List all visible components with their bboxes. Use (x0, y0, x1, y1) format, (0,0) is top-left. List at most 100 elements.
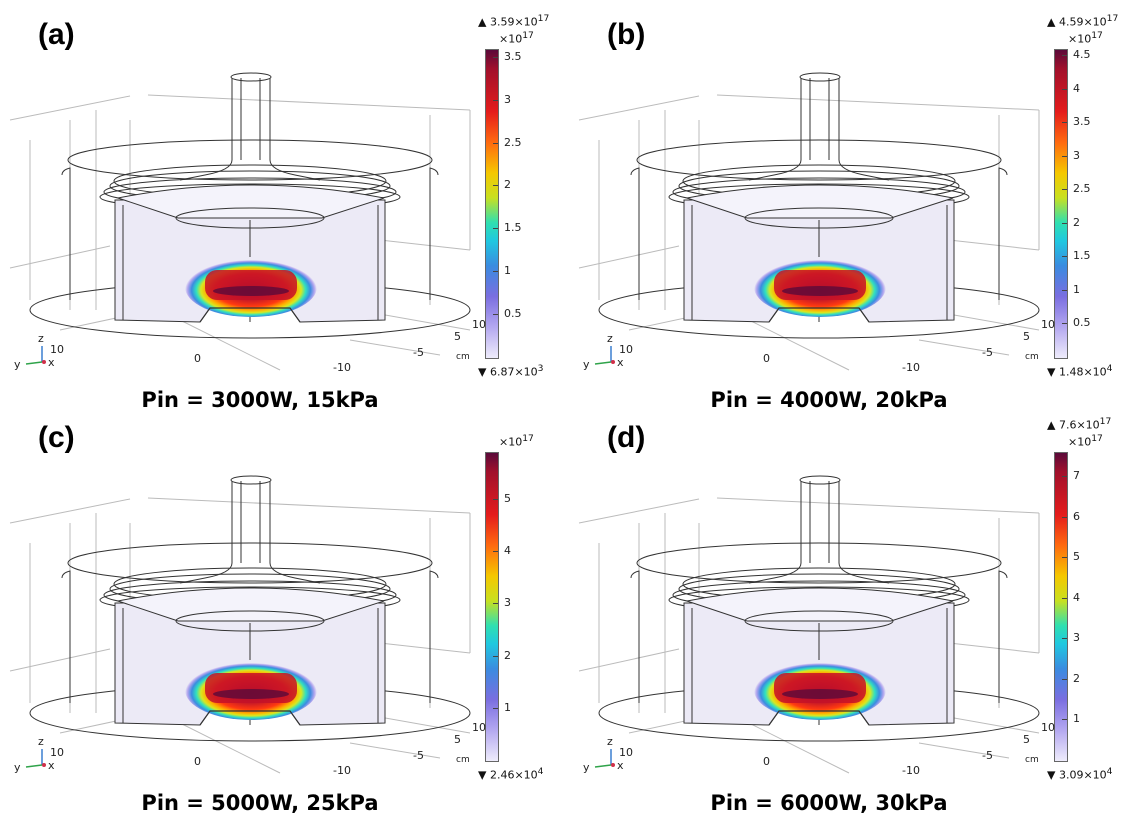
colorbar (485, 452, 499, 762)
axis-indicator: z y x (583, 735, 624, 774)
z-axis-label: z (607, 735, 613, 748)
colorbar-tick-mark (1062, 155, 1067, 157)
colorbar-multiplier: ×1017 (1068, 433, 1103, 449)
colorbar-tick-mark (493, 185, 498, 187)
x-axis-label: x (617, 356, 624, 369)
waveguide-neck (748, 78, 890, 181)
colorbar-tick-label: 4.5 (1073, 48, 1091, 62)
colorbar-min: ▼ 6.87×103 (478, 363, 544, 379)
outer-shell-top (67, 139, 433, 181)
x-tick-zero: 0 (194, 352, 201, 365)
panel-caption: Pin = 3000W, 15kPa (141, 388, 379, 412)
y-axis-label: y (583, 358, 590, 371)
grid-line (918, 742, 1010, 759)
colorbar-tick-label: 3 (504, 596, 511, 610)
colorbar-max: ▲ 7.6×1017 (1047, 416, 1112, 432)
grid-line (349, 339, 441, 356)
y-tick-5: 5 (454, 330, 461, 343)
chamber-top-cone (685, 184, 954, 219)
colorbar-tick-label: 1 (1073, 282, 1080, 296)
colorbar-tick-label: 2 (504, 648, 511, 662)
y-tick-5: 5 (1023, 733, 1030, 746)
colorbar-tick-label: 5 (504, 491, 511, 505)
colorbar-tick-mark (493, 142, 498, 144)
colorbar-tick-label: 3.5 (504, 49, 522, 63)
y-axis-label: y (14, 358, 21, 371)
y-tick-neg5: -5 (982, 749, 993, 762)
reactor-geometry: z y x (9, 475, 471, 774)
plasma-peak (213, 286, 289, 296)
colorbar-tick-mark (1062, 516, 1067, 518)
colorbar-tick-label: 4 (504, 544, 511, 558)
colorbar-tick-label: 2 (1073, 215, 1080, 229)
colorbar-tick-mark (493, 551, 498, 553)
colorbar-tick-mark (493, 498, 498, 500)
colorbar-tick-label: 6 (1073, 509, 1080, 523)
colorbar-tick-mark (1062, 597, 1067, 599)
panel-label: (d) (607, 421, 646, 454)
y-tick-neg5: -5 (982, 346, 993, 359)
y-tick-10: 10 (472, 318, 486, 331)
colorbar-tick-label: 1.5 (504, 221, 522, 235)
y-tick-5: 5 (1023, 330, 1030, 343)
grid-line (578, 648, 680, 672)
waveguide-top (799, 475, 841, 485)
z-tick: 10 (619, 343, 633, 356)
grid-line (379, 642, 471, 654)
chamber-top-cone (116, 184, 385, 219)
colorbar-tick-mark (1062, 289, 1067, 291)
unit-label: cm (456, 755, 470, 765)
colorbar-tick-mark (1062, 638, 1067, 640)
colorbar-tick-mark (1062, 678, 1067, 680)
x-tick-zero: 0 (194, 755, 201, 768)
colorbar-tick-mark (493, 707, 498, 709)
colorbar-tick-mark (493, 99, 498, 101)
colorbar-tick-label: 5 (1073, 550, 1080, 564)
grid-line (948, 239, 1040, 251)
substrate-stage (768, 710, 870, 726)
y-axis-arrow (594, 764, 612, 768)
plasma-peak (782, 286, 858, 296)
colorbar-min: ▼ 1.48×104 (1047, 363, 1113, 379)
y-axis-label: y (583, 761, 590, 774)
substrate-stage (768, 307, 870, 323)
y-tick-5: 5 (454, 733, 461, 746)
waveguide-inner (240, 78, 261, 160)
grid-line (379, 239, 471, 251)
waveguide-top (799, 72, 841, 82)
colorbar-multiplier: ×1017 (499, 30, 534, 46)
colorbar-tick-label: 1 (504, 700, 511, 714)
x-tick-zero: 0 (763, 755, 770, 768)
colorbar-tick-mark (1062, 256, 1067, 258)
reactor-geometry: z y x (578, 72, 1040, 371)
x-axis-dot (611, 360, 615, 364)
waveguide-inner (809, 481, 830, 563)
colorbar-tick-mark (1062, 323, 1067, 325)
colorbar (485, 49, 499, 359)
panel-label: (c) (38, 421, 75, 454)
outer-shell-sides (61, 570, 439, 703)
z-tick: 10 (50, 746, 64, 759)
axis-indicator: z y x (14, 332, 55, 371)
grid-line (9, 498, 131, 524)
colorbar-tick-label: 2 (1073, 671, 1080, 685)
z-axis-label: z (607, 332, 613, 345)
colorbar-tick-mark (493, 603, 498, 605)
grid-line (578, 245, 680, 269)
colorbar-tick-label: 0.5 (504, 307, 522, 321)
x-axis-dot (42, 763, 46, 767)
outer-shell-top (636, 542, 1002, 584)
colorbar-min: ▼ 3.09×104 (1047, 766, 1113, 782)
unit-label: cm (1025, 352, 1039, 362)
substrate-stage (199, 710, 301, 726)
y-tick-10: 10 (472, 721, 486, 734)
outer-shell-top (67, 542, 433, 584)
colorbar-max: ▲ 3.59×1017 (478, 13, 550, 29)
colorbar-tick-label: 4 (1073, 590, 1080, 604)
colorbar-tick-label: 1 (1073, 712, 1080, 726)
colorbar-tick-label: 7 (1073, 469, 1080, 483)
y-axis-arrow (25, 361, 43, 365)
colorbar-tick-mark (1062, 88, 1067, 90)
colorbar-tick-mark (1062, 55, 1067, 57)
